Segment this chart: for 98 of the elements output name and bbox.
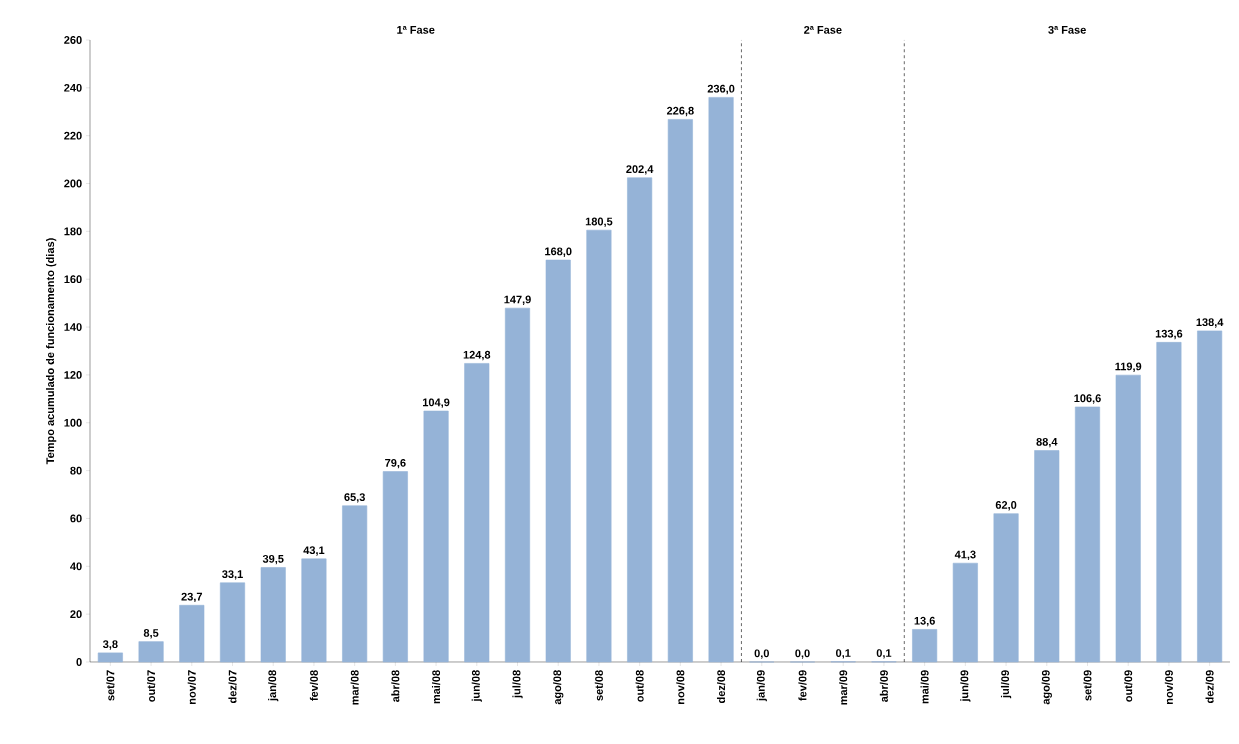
data-label: 236,0: [707, 84, 735, 95]
bar: [260, 567, 286, 663]
y-axis-title: Tempo acumulado de funcionamento (dias): [46, 238, 57, 465]
x-tick-label: nov/08: [676, 670, 685, 704]
bar: [708, 97, 734, 663]
data-label: 180,5: [585, 217, 613, 227]
x-tick-label: ago/08: [553, 670, 564, 705]
data-label: 202,4: [626, 165, 654, 175]
x-tick-label: mai/09: [920, 670, 929, 704]
x-tick-label: dez/08: [716, 670, 726, 704]
data-label: 168,0: [545, 247, 572, 257]
y-tick-label: 180: [64, 227, 82, 236]
x-tick-label: abr/08: [391, 670, 400, 702]
y-tick-label: 240: [64, 83, 82, 92]
x-tick-label: fev/08: [309, 670, 319, 701]
x-tick-label: set/08: [594, 670, 604, 701]
bar: [301, 558, 327, 663]
data-label: 0,1: [836, 649, 851, 659]
bar: [1197, 330, 1223, 663]
bar: [1156, 342, 1182, 663]
data-label: 41,3: [954, 550, 976, 560]
x-tick-label: set/09: [1083, 670, 1092, 701]
y-tick-label: 160: [64, 275, 82, 284]
x-tick-label: mar/09: [839, 670, 848, 705]
bar: [342, 505, 368, 663]
bar: [667, 119, 693, 663]
data-label: 147,9: [504, 295, 531, 305]
bar: [423, 410, 449, 663]
bar: [1034, 450, 1060, 663]
x-tick-label: nov/07: [187, 670, 196, 704]
y-tick-label: 40: [70, 562, 82, 571]
bar: [219, 582, 246, 663]
data-label: 8,5: [143, 629, 159, 639]
data-label: 79,6: [385, 458, 406, 469]
x-tick-label: jan/09: [756, 670, 767, 702]
x-tick-label: nov/09: [1164, 670, 1174, 704]
bar: [179, 604, 205, 663]
data-label: 0,0: [795, 649, 810, 659]
x-tick-label: jun/09: [960, 670, 971, 702]
x-tick-label: out/09: [1124, 670, 1133, 702]
x-tick-label: ago/09: [1041, 670, 1052, 705]
bar: [1115, 374, 1141, 663]
data-label: 33,1: [222, 570, 243, 580]
bar: [1074, 406, 1101, 663]
bar: [382, 471, 408, 663]
y-tick-label: 260: [64, 36, 82, 44]
y-tick-label: 140: [64, 323, 82, 331]
x-tick-label: mai/08: [431, 670, 441, 704]
data-label: 3,8: [102, 640, 118, 650]
y-tick-label: 100: [64, 418, 82, 427]
x-tick-label: jul/09: [1000, 670, 1012, 699]
data-label: 23,7: [181, 592, 203, 603]
data-label: 0,1: [876, 649, 892, 659]
data-label: 65,3: [344, 493, 365, 503]
x-tick-label: mar/08: [350, 670, 359, 705]
bar: [504, 307, 531, 663]
y-tick-label: 60: [70, 514, 82, 523]
x-tick-label: jun/08: [471, 670, 482, 702]
data-label: 119,9: [1115, 362, 1142, 372]
x-tick-label: set/07: [106, 670, 115, 701]
bar: [97, 652, 123, 663]
bar: [912, 629, 938, 663]
data-label: 88,4: [1036, 437, 1058, 448]
bar: [464, 363, 490, 663]
x-tick-label: jul/08: [512, 670, 523, 699]
data-label: 13,6: [914, 616, 935, 627]
bar: [627, 177, 653, 663]
data-label: 104,9: [423, 398, 450, 408]
bar: [952, 562, 978, 663]
y-tick-label: 20: [70, 610, 82, 619]
bar: [545, 259, 571, 663]
y-tick-label: 0: [76, 658, 82, 666]
x-tick-label: jan/08: [268, 670, 279, 702]
data-label: 124,8: [463, 350, 491, 361]
y-tick-label: 80: [70, 466, 82, 475]
bar: [993, 513, 1019, 663]
bar: [138, 641, 164, 663]
x-tick-label: abr/09: [879, 670, 889, 702]
text: 1ª Fase: [397, 26, 435, 34]
y-tick-label: 200: [64, 179, 82, 188]
text: 2ª Fase: [804, 25, 842, 34]
y-tick-label: 220: [64, 131, 82, 140]
x-tick-label: out/08: [635, 670, 644, 702]
bar: [586, 229, 612, 663]
data-label: 226,8: [666, 106, 694, 117]
data-label: 62,0: [995, 501, 1017, 511]
data-label: 0,0: [754, 649, 769, 659]
x-tick-label: out/07: [146, 670, 156, 702]
data-label: 39,5: [262, 554, 284, 565]
text: 3ª Fase: [1048, 25, 1086, 34]
x-tick-label: fev/09: [798, 670, 807, 701]
x-tick-label: dez/09: [1205, 670, 1214, 704]
data-label: 138,4: [1196, 318, 1224, 328]
data-label: 133,6: [1155, 329, 1183, 340]
data-label: 43,1: [303, 546, 325, 556]
y-tick-label: 120: [64, 371, 82, 379]
x-tick-label: dez/07: [228, 670, 237, 704]
data-label: 106,6: [1074, 394, 1101, 404]
